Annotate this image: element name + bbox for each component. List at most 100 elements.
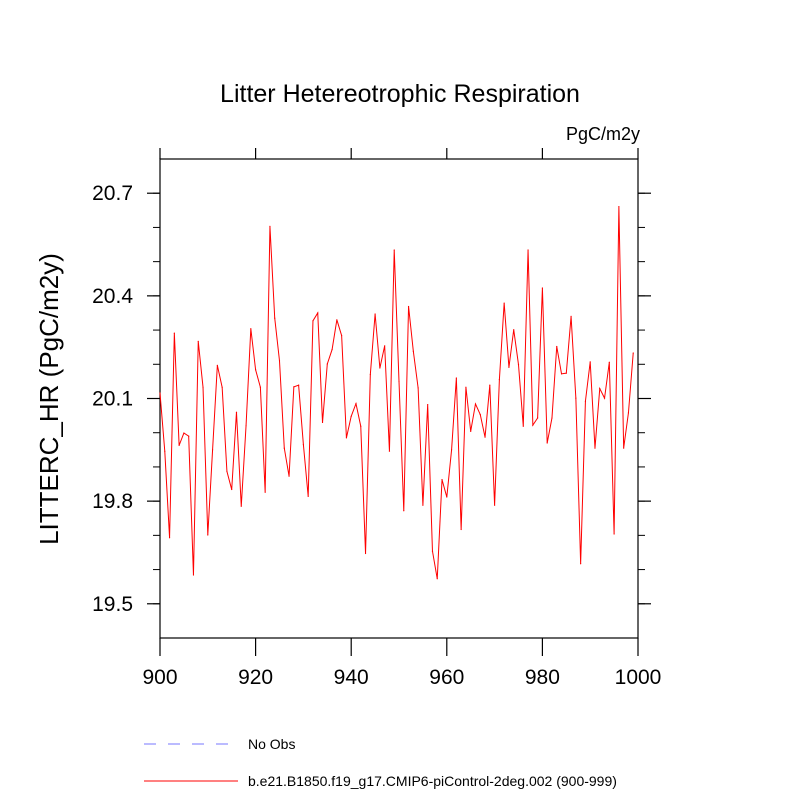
data-point — [532, 424, 534, 426]
data-point — [508, 366, 510, 368]
data-point — [551, 417, 553, 419]
data-point — [427, 404, 429, 406]
data-point — [274, 317, 276, 319]
data-point — [298, 384, 300, 386]
data-point — [474, 403, 477, 405]
x-tick-label: 980 — [525, 666, 560, 689]
data-point — [336, 319, 338, 321]
x-tick-label: 940 — [334, 666, 369, 689]
data-point — [450, 449, 453, 451]
data-point — [388, 450, 391, 452]
data-point — [245, 425, 247, 427]
data-point — [446, 496, 448, 498]
data-point — [178, 444, 180, 446]
data-point — [317, 312, 319, 314]
units-label: PgC/m2y — [566, 124, 640, 144]
x-tick-label: 920 — [238, 666, 273, 689]
data-point — [584, 400, 587, 402]
data-point — [589, 361, 591, 363]
data-point — [560, 373, 563, 375]
legend-label: b.e21.B1850.f19_g17.CMIP6-piControl-2deg… — [248, 773, 617, 789]
data-point — [374, 313, 376, 315]
y-tick-label: 19.5 — [92, 593, 133, 616]
plot-frame — [159, 158, 639, 639]
data-point — [570, 315, 572, 317]
data-point — [216, 364, 218, 366]
data-point — [250, 328, 252, 330]
y-tick-label: 20.4 — [92, 285, 133, 308]
data-point — [321, 421, 324, 424]
data-point — [537, 417, 539, 419]
data-point — [470, 430, 472, 432]
data-point — [293, 386, 295, 388]
data-point — [556, 345, 558, 348]
data-point — [183, 432, 185, 434]
data-point — [269, 225, 271, 228]
data-point — [360, 425, 362, 427]
y-axis-label: LITTERC_HR (PgC/m2y) — [34, 253, 64, 545]
data-point — [231, 488, 233, 491]
x-tick-label: 1000 — [615, 666, 662, 689]
data-point — [221, 386, 223, 388]
data-point — [455, 377, 457, 379]
data-point — [288, 475, 290, 477]
data-point — [393, 249, 395, 251]
chart-title: Litter Hetereotrophic Respiration — [220, 80, 580, 108]
data-point — [513, 329, 515, 331]
data-point — [498, 379, 500, 381]
data-point — [627, 412, 630, 414]
y-tick-label: 19.8 — [92, 490, 133, 513]
data-point — [384, 345, 386, 347]
data-point — [594, 447, 596, 449]
data-point — [302, 444, 304, 446]
data-point — [326, 363, 328, 365]
data-point — [226, 470, 228, 472]
data-point — [422, 504, 424, 506]
x-tick-label: 900 — [142, 666, 177, 689]
data-point — [407, 305, 410, 308]
data-point — [613, 533, 615, 535]
data-point — [465, 386, 467, 388]
data-point — [164, 450, 166, 452]
data-point — [575, 397, 577, 399]
data-point — [489, 384, 491, 386]
data-point — [283, 447, 285, 449]
data-point — [312, 320, 314, 322]
data-point — [202, 386, 204, 388]
legend-label: No Obs — [248, 736, 295, 752]
data-point — [494, 504, 496, 506]
data-point — [192, 574, 195, 576]
data-point — [603, 397, 606, 399]
y-tick-label: 20.7 — [92, 182, 133, 205]
data-point — [188, 435, 190, 437]
data-point — [522, 425, 524, 427]
data-point — [623, 447, 625, 449]
data-point — [608, 361, 610, 363]
data-point — [599, 387, 601, 390]
data-point — [355, 403, 357, 405]
series-line — [159, 206, 634, 579]
data-point — [565, 372, 567, 374]
data-point — [460, 528, 462, 531]
data-point — [259, 386, 261, 388]
data-point — [403, 510, 405, 512]
data-point — [632, 352, 634, 354]
data-point — [197, 340, 199, 342]
data-point — [431, 550, 434, 552]
data-point — [412, 350, 414, 352]
data-point — [168, 537, 171, 539]
data-point — [398, 380, 400, 382]
data-point — [527, 249, 529, 251]
data-point — [417, 387, 419, 389]
data-point — [503, 302, 505, 304]
data-point — [331, 348, 333, 351]
data-point — [580, 563, 582, 565]
data-point — [546, 442, 548, 444]
data-point — [618, 205, 620, 208]
data-point — [541, 287, 544, 289]
data-point — [369, 373, 371, 376]
data-point — [350, 415, 352, 417]
data-point — [235, 411, 238, 413]
data-point — [278, 360, 281, 362]
